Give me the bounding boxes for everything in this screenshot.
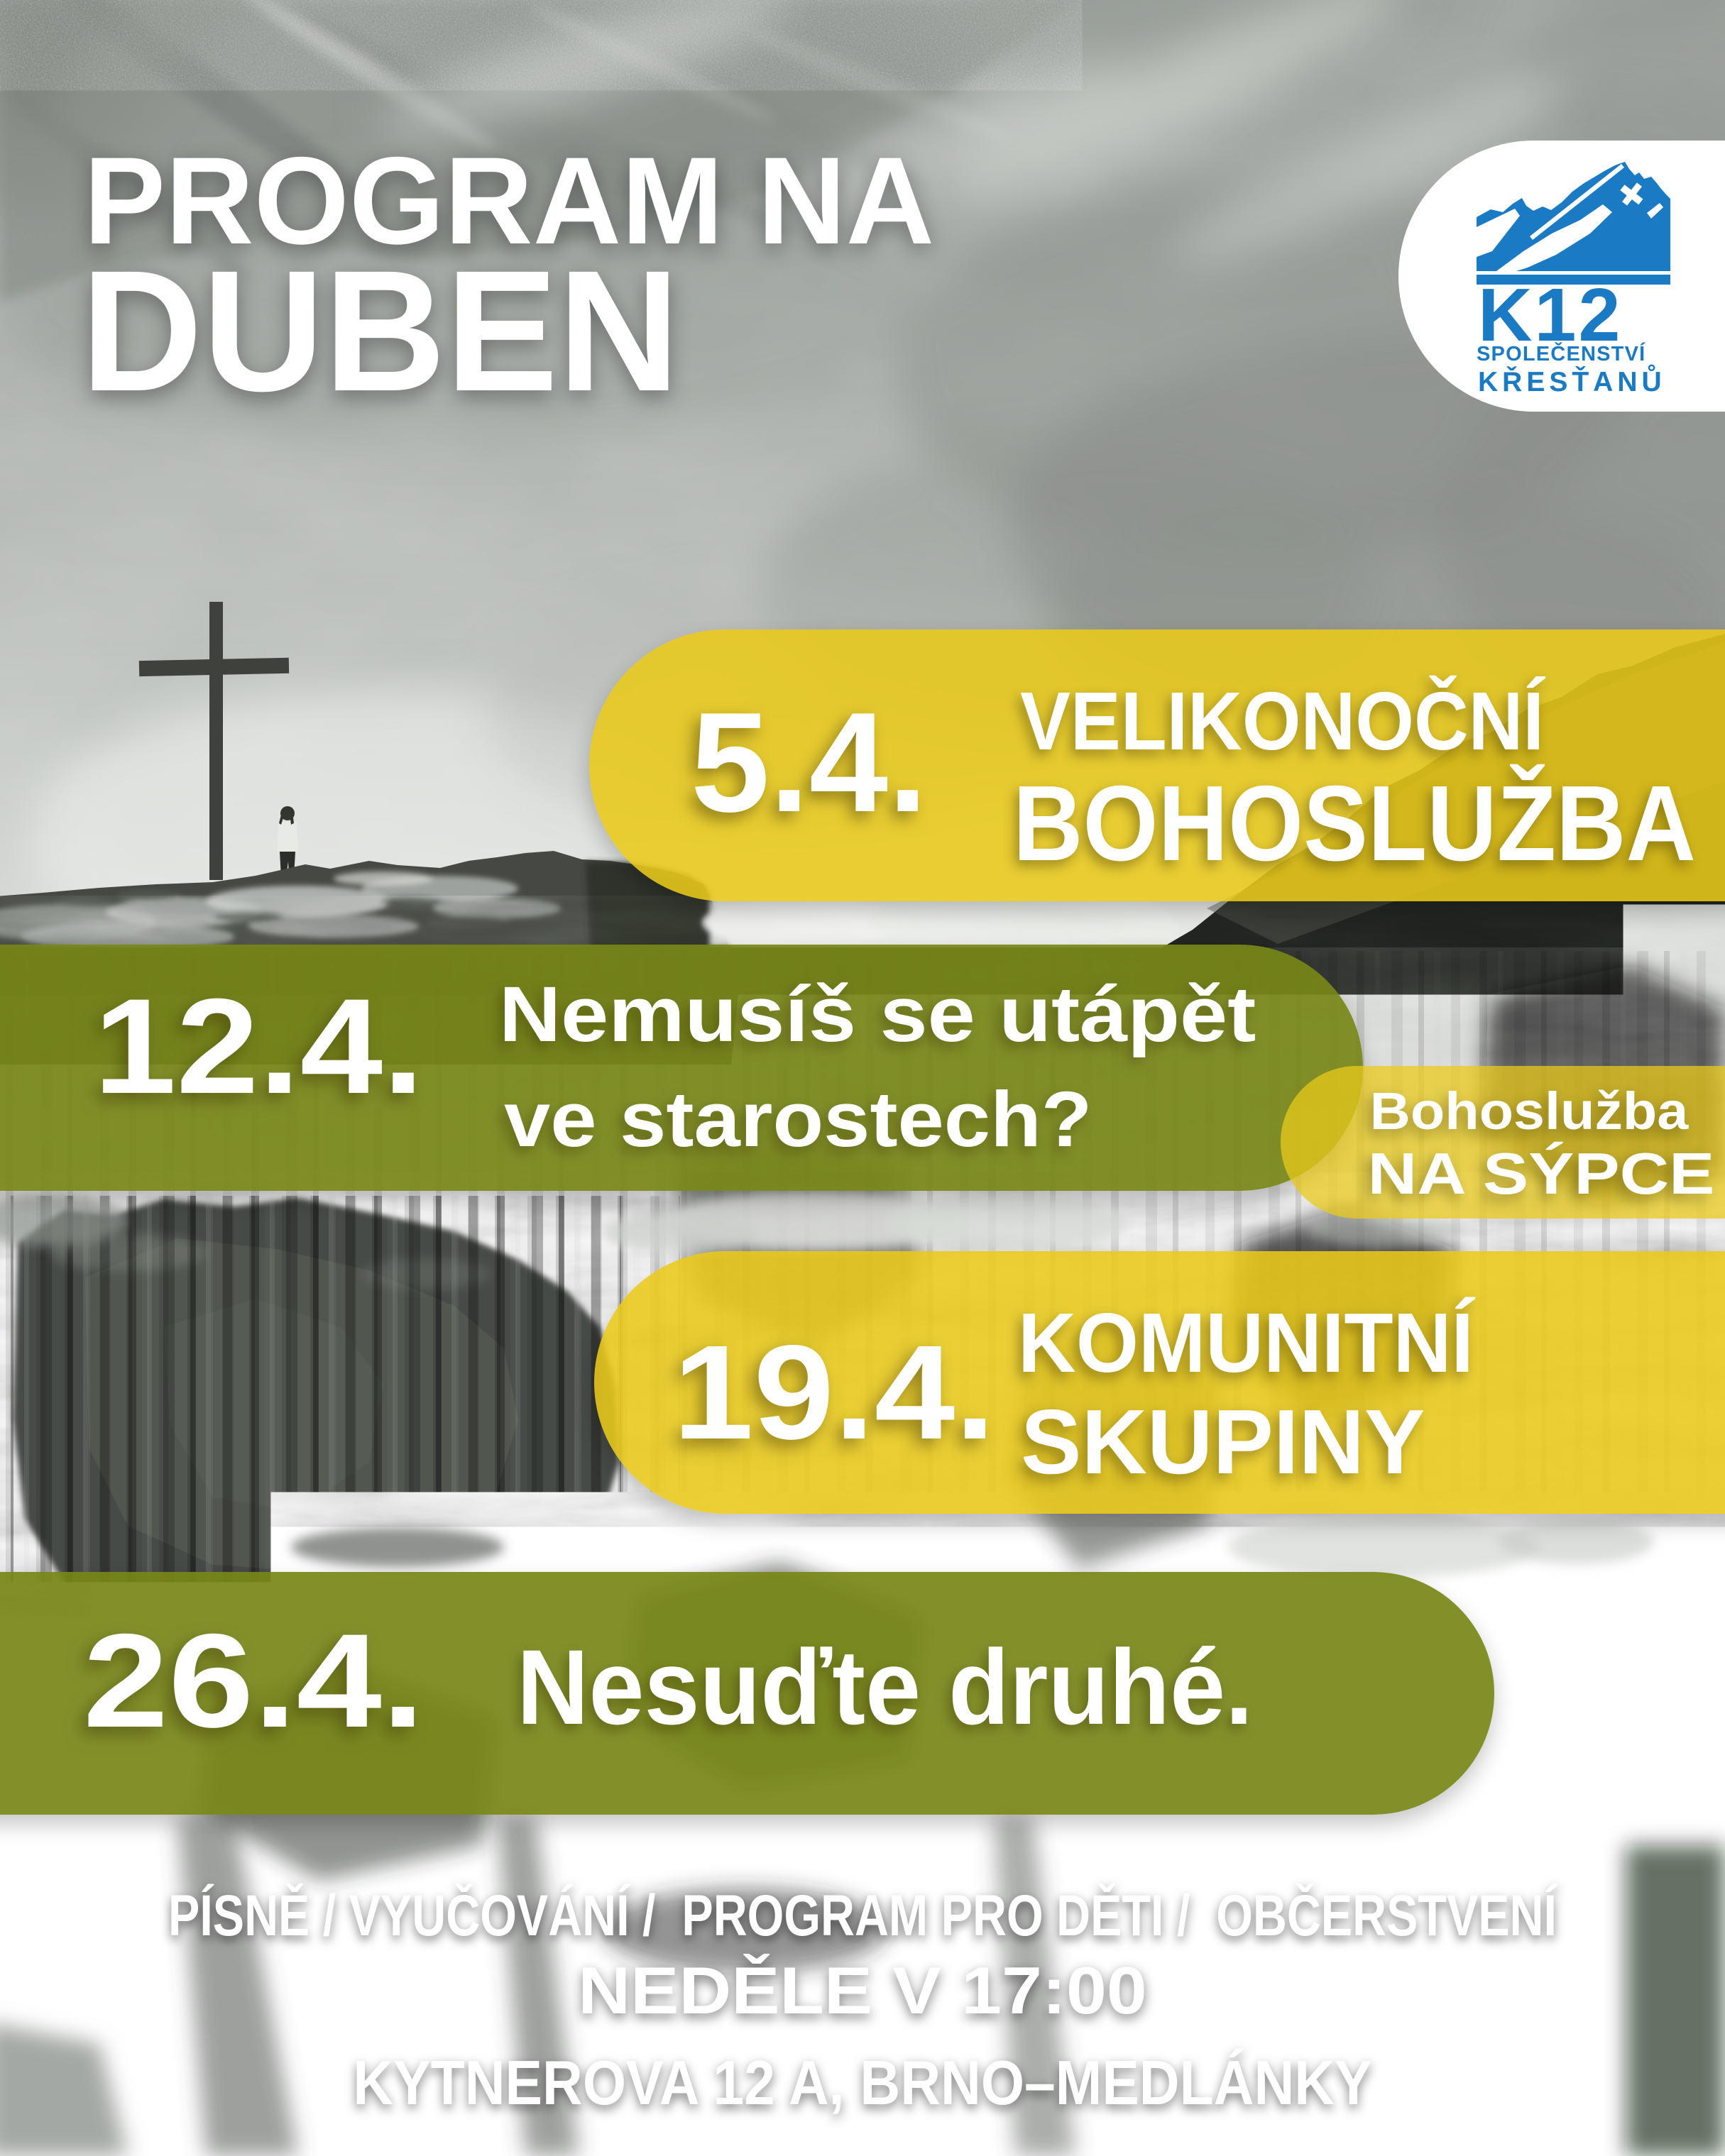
svg-text:KŘESŤANŮ: KŘESŤANŮ bbox=[1478, 364, 1666, 397]
svg-text:SPOLEČENSTVÍ: SPOLEČENSTVÍ bbox=[1477, 341, 1645, 365]
